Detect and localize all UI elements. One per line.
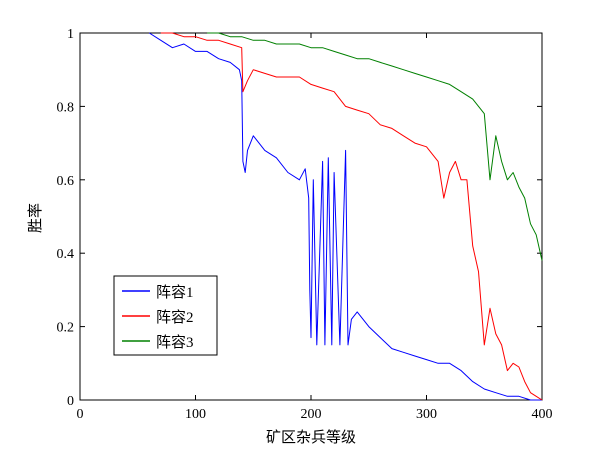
- x-tick-label: 100: [185, 407, 206, 422]
- x-tick-label: 0: [77, 407, 84, 422]
- y-tick-label: 0.4: [57, 247, 75, 262]
- legend-label-series-1: 阵容1: [156, 284, 194, 301]
- legend: 阵容1 阵容2 阵容3: [113, 275, 218, 356]
- y-tick-label: 0: [67, 394, 74, 409]
- series-line-2: [160, 32, 543, 401]
- legend-label-series-3: 阵容3: [156, 334, 194, 351]
- x-axis-label: 矿区杂兵等级: [266, 428, 356, 446]
- y-tick-label: 0.8: [57, 100, 75, 115]
- legend-box: [113, 275, 218, 356]
- y-tick-label: 1: [67, 27, 74, 42]
- series-line-1: [149, 32, 542, 401]
- series-layer: [149, 32, 543, 401]
- x-tick-label: 400: [532, 407, 553, 422]
- legend-label-series-2: 阵容2: [156, 309, 194, 326]
- x-tick-label: 200: [301, 407, 322, 422]
- x-tick-label: 300: [416, 407, 437, 422]
- y-tick-label: 0.2: [57, 321, 75, 336]
- series-line-3: [207, 32, 543, 261]
- y-axis-label: 胜率: [27, 203, 44, 233]
- y-tick-label: 0.6: [57, 174, 75, 189]
